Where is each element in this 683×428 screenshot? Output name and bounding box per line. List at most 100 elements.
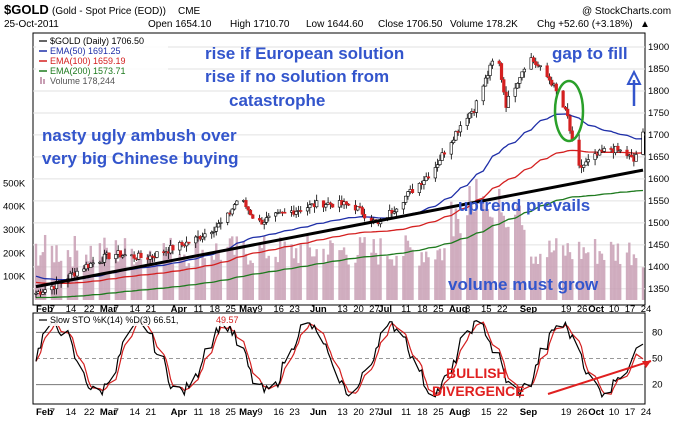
annotation-chinese-buying: very big Chinese buying [42, 149, 239, 168]
volume-bar [450, 201, 453, 300]
annotation-rise-european: rise if European solution [205, 44, 404, 63]
candle-up [401, 202, 405, 210]
candle-down [118, 250, 123, 258]
volume-bar [73, 235, 76, 300]
volume-bar [539, 253, 542, 300]
candle-up [417, 183, 421, 193]
candle-down [629, 154, 634, 158]
candle-up [440, 152, 444, 161]
volume-bar [326, 254, 330, 300]
volume-bar [247, 264, 250, 300]
candle-up [114, 254, 118, 259]
quote-change: Chg +52.60 (+3.18%) [537, 19, 633, 30]
x-axis-month-label: Feb [36, 304, 53, 315]
volume-bar [402, 256, 405, 300]
volume-bar [609, 241, 613, 300]
volume-bar [281, 247, 284, 300]
volume-bar [217, 251, 220, 300]
volume-bar [475, 179, 478, 300]
volume-bar [290, 244, 293, 300]
volume-bar [482, 196, 485, 300]
volume-bar [468, 186, 471, 300]
volume-bar [436, 250, 439, 300]
volume-bar [265, 258, 268, 300]
volume-bar [641, 267, 645, 300]
volume-bar [625, 252, 629, 300]
volume-bar [529, 256, 533, 300]
volume-bar [440, 260, 444, 300]
candle-up [422, 180, 426, 185]
x-axis-day-label: 14 [66, 304, 77, 315]
volume-bar [340, 250, 343, 300]
quote-open: Open 1654.10 [148, 19, 212, 30]
volume-bar [411, 249, 414, 300]
x-axis-day-label: 7 [50, 407, 55, 418]
volume-bar [148, 250, 152, 300]
volume-bar [516, 204, 519, 300]
volume-bar [393, 265, 396, 300]
volume-bar [116, 261, 120, 300]
candle-up [200, 236, 205, 240]
volume-bar [89, 245, 92, 300]
volume-bar [545, 257, 549, 300]
candle-up [520, 71, 524, 78]
volume-bar [146, 254, 150, 300]
legend-ema100: EMA(100) 1659.19 [50, 56, 126, 66]
x-axis-month-label: Oct [588, 407, 605, 418]
volume-bar [561, 245, 565, 300]
x-axis-day-label: 27 [369, 407, 380, 418]
volume-bar [488, 216, 492, 300]
candle-up [465, 117, 469, 126]
volume-bar [536, 264, 540, 300]
volume-bar [53, 262, 56, 300]
annotation-nasty-ambush: nasty ugly ambush over [42, 126, 237, 145]
candle-up [404, 195, 408, 203]
x-axis-day-label: 7 [114, 304, 119, 315]
quote-low: Low 1644.60 [306, 19, 364, 30]
x-axis-day-label: 14 [130, 304, 141, 315]
candle-up [267, 215, 271, 218]
legend-ema200: EMA(200) 1573.71 [50, 66, 126, 76]
volume-tick-label: 500K [3, 178, 26, 189]
volume-bar [361, 242, 364, 300]
volume-bar [555, 238, 558, 300]
candle-down [442, 152, 447, 155]
volume-bar [139, 259, 143, 300]
candle-down [344, 201, 348, 205]
annotation-divergence: DIVERGENCE [432, 383, 525, 399]
volume-bar [262, 235, 266, 300]
volume-bar [210, 256, 213, 300]
candle-down [258, 218, 262, 221]
x-axis-day-label: 11 [193, 407, 203, 418]
volume-bar [50, 245, 54, 300]
divergence-arrow-icon [642, 361, 651, 368]
x-axis-day-label: 23 [289, 407, 300, 418]
candle-up [424, 176, 428, 181]
volume-bar [98, 243, 102, 300]
candle-down [561, 90, 565, 108]
candle-up [235, 200, 239, 205]
volume-bar [87, 261, 90, 300]
candle-down [180, 242, 184, 246]
candle-up [89, 263, 93, 268]
volume-bar [390, 259, 394, 300]
legend-price: $GOLD (Daily) 1706.50 [50, 36, 144, 46]
volume-bar [614, 260, 617, 300]
volume-bar [167, 249, 170, 300]
volume-bar [523, 229, 526, 300]
volume-bar [278, 237, 282, 300]
volume-bars [34, 179, 645, 300]
candle-up [274, 212, 278, 217]
candle-up [210, 232, 214, 235]
candle-up [232, 204, 237, 210]
candle-up [515, 83, 520, 89]
volume-bar [130, 248, 134, 300]
candle-down [568, 115, 572, 132]
candle-down [625, 149, 629, 156]
candle-up [91, 262, 95, 265]
candle-down [150, 255, 154, 258]
candle-up [216, 223, 221, 228]
volume-bar [260, 248, 264, 300]
candle-up [41, 292, 45, 295]
candle-down [547, 76, 552, 81]
